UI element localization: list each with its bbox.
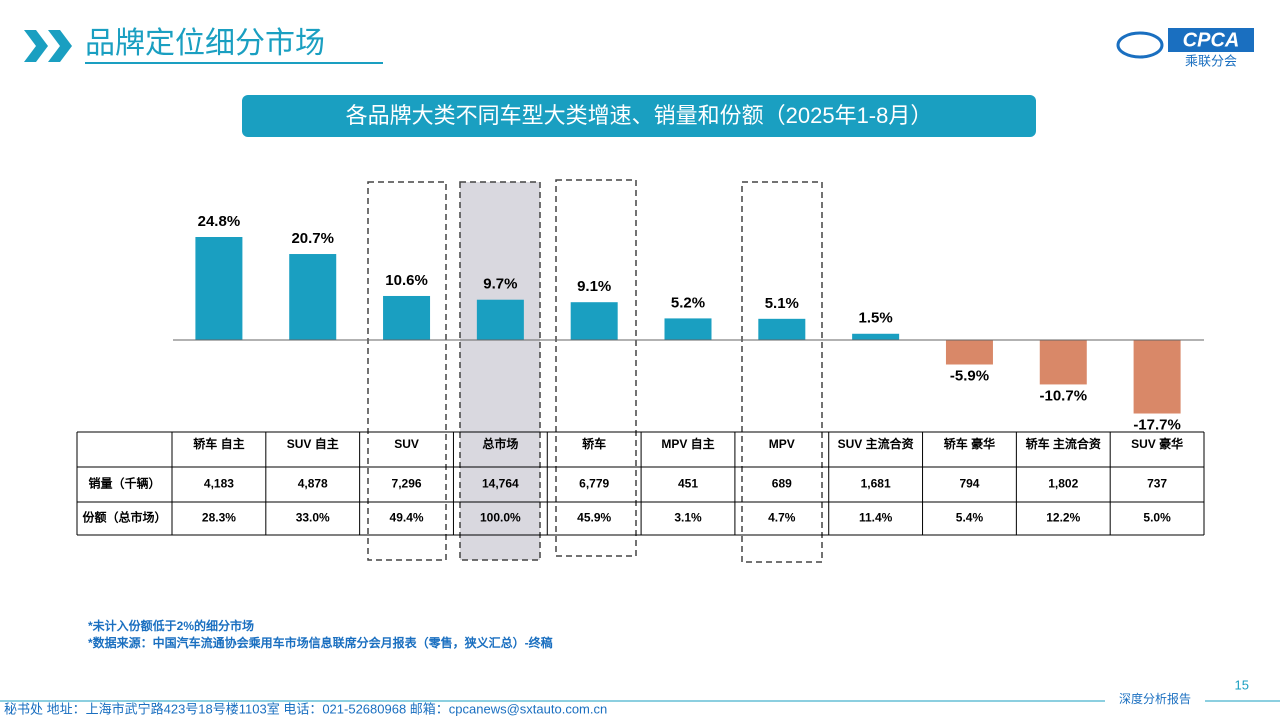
table-cell: 12.2% (1046, 511, 1080, 525)
bar (852, 333, 900, 340)
table-cell: 14,764 (482, 477, 519, 491)
table-cell: 5.4% (956, 511, 984, 525)
table-header: 轿车 豪华 (944, 436, 995, 451)
value-label: 9.1% (577, 278, 611, 295)
table-header: MPV (769, 437, 795, 451)
logo-box (1168, 28, 1254, 52)
bar (476, 299, 524, 340)
value-label: 20.7% (291, 230, 334, 247)
table-cell: 3.1% (674, 511, 702, 525)
report-type: 深度分析报告 (1119, 691, 1191, 706)
bar (1039, 340, 1087, 385)
bar (195, 237, 243, 340)
table-cell: 33.0% (296, 511, 330, 525)
table-header: SUV 主流合资 (838, 436, 914, 451)
note: *数据来源：中国汽车流通协会乘用车市场信息联席分会月报表（零售，狭义汇总）-终稿 (88, 635, 553, 650)
page-number: 15 (1235, 677, 1249, 692)
chart: 24.8% 20.7% 10.6% 9.7% 9.1% 5.2% 5.1% 1.5% -5.9%… (76, 213, 1205, 536)
bar (1133, 340, 1181, 414)
bar (664, 318, 712, 340)
chevron (24, 30, 48, 62)
table-header: 轿车 (582, 436, 606, 451)
bar (945, 340, 993, 365)
value-label: -17.7% (1133, 416, 1181, 433)
highlight-box (459, 181, 541, 561)
table-cell: 794 (959, 477, 979, 491)
logo-subtext: 乘联分会 (1185, 53, 1237, 68)
table-cell: 689 (772, 477, 792, 491)
table-cell: 1,681 (861, 477, 891, 491)
table-cell: 4,878 (298, 477, 328, 491)
value-label: 5.2% (671, 294, 705, 311)
dashed-box (555, 179, 637, 557)
table-header: SUV 自主 (287, 436, 339, 451)
value-label: 24.8% (198, 213, 241, 230)
bar (383, 295, 431, 340)
table-cell: 4,183 (204, 477, 234, 491)
table-cell: 49.4% (390, 511, 424, 525)
table-header: SUV 豪华 (1131, 436, 1183, 451)
table-cell: 1,802 (1048, 477, 1078, 491)
table-cell: 737 (1147, 477, 1167, 491)
page-title: 品牌定位细分市场 (85, 27, 325, 60)
footer-address: 秘书处 地址：上海市武宁路423号18号楼1103室 电话：021-526809… (4, 701, 607, 716)
bar (289, 254, 337, 340)
table-header: 轿车 主流合资 (1026, 436, 1101, 451)
row-label: 份额（总市场） (82, 510, 166, 525)
table-cell: 5.0% (1143, 511, 1171, 525)
table-header: 总市场 (482, 436, 518, 451)
table-cell: 4.7% (768, 511, 796, 525)
title-banner (242, 95, 1036, 137)
logo-text: CPCA (1183, 29, 1240, 51)
dashed-box (367, 181, 447, 561)
chart-title: 各品牌大类不同车型大类增速、销量和份额（2025年1-8月） (346, 103, 933, 128)
table-header: MPV 自主 (661, 436, 714, 451)
table-header: SUV (394, 437, 419, 451)
note: *未计入份额低于2%的细分市场 (88, 618, 254, 633)
value-label: -5.9% (950, 367, 989, 384)
value-label: 5.1% (765, 295, 799, 312)
chevron (48, 30, 72, 62)
bar (758, 318, 806, 340)
table-cell: 7,296 (392, 477, 422, 491)
value-label: 1.5% (859, 310, 893, 327)
dashed-box (741, 181, 823, 563)
value-label: 10.6% (385, 272, 428, 289)
row-label: 销量（千辆） (88, 476, 160, 491)
value-label: 9.7% (483, 276, 517, 293)
value-label: -10.7% (1040, 387, 1088, 404)
table-cell: 6,779 (579, 477, 609, 491)
table-cell: 451 (678, 477, 698, 491)
table-header: 轿车 自主 (193, 436, 244, 451)
table-cell: 100.0% (480, 511, 521, 525)
bar (570, 302, 618, 340)
table-cell: 28.3% (202, 511, 236, 525)
table-cell: 11.4% (859, 511, 893, 525)
table-cell: 45.9% (577, 511, 611, 525)
logo-mark (1116, 31, 1164, 59)
